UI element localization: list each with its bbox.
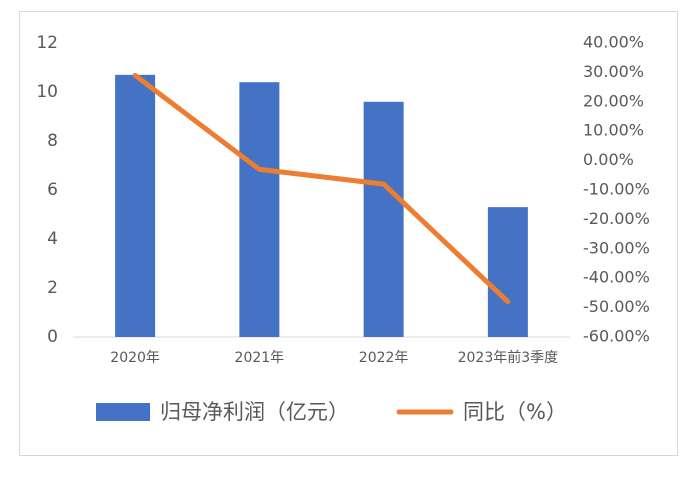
line: [132, 72, 511, 305]
y2-tick-label: -40.00%: [583, 268, 650, 287]
x-tick-label: 2022年: [359, 350, 409, 366]
y2-tick-label: 20.00%: [583, 91, 644, 110]
y2-tick-label: -20.00%: [583, 209, 650, 228]
x-tick-label: 2021年: [235, 350, 285, 366]
y-tick-label: 8: [47, 131, 58, 151]
y2-tick-label: -10.00%: [583, 180, 650, 199]
y-tick-label: 4: [47, 229, 58, 249]
legend-swatch: [96, 403, 150, 421]
bar: [115, 74, 156, 337]
y-tick-label: 0: [47, 327, 58, 347]
y-tick-label: 12: [36, 33, 58, 53]
y2-tick-label: -60.00%: [583, 327, 650, 346]
y-tick-label: 6: [47, 180, 58, 200]
y2-tick-label: 30.00%: [583, 62, 644, 81]
x-tick-label: 2020年: [110, 350, 160, 366]
y2-tick-label: -50.00%: [583, 297, 650, 316]
bar: [487, 207, 528, 337]
bar: [239, 82, 280, 337]
bar: [363, 101, 404, 337]
y-tick-label: 2: [47, 278, 58, 298]
y2-tick-label: -30.00%: [583, 238, 650, 257]
legend-label: 同比（%）: [463, 400, 567, 424]
x-tick-label: 2023年前3季度: [458, 349, 559, 366]
y2-tick-label: 0.00%: [583, 150, 634, 169]
y2-tick-label: 10.00%: [583, 121, 644, 140]
legend-label: 归母净利润（亿元）: [160, 400, 349, 424]
y2-tick-label: 40.00%: [583, 33, 644, 52]
y-tick-label: 10: [36, 82, 58, 102]
